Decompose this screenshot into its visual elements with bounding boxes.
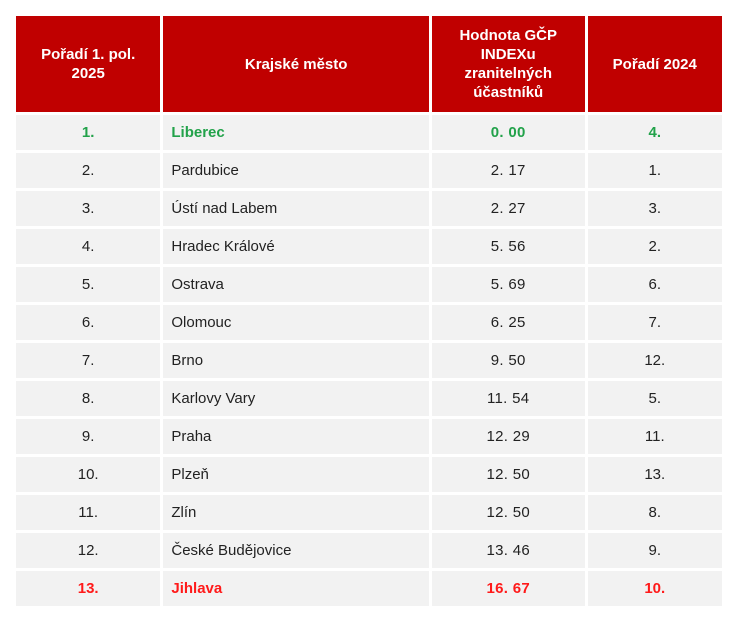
cell-rank-2025: 10. [16,457,161,492]
cell-rank-2024: 10. [587,571,722,606]
cell-rank-2024: 1. [587,153,722,188]
cell-index-value: 5. 56 [431,229,585,264]
cell-index-value: 0. 00 [431,115,585,150]
ranking-table-container: Pořadí 1. pol. 2025 Krajské město Hodnot… [16,16,722,609]
cell-rank-2025: 7. [16,343,161,378]
cell-city: Plzeň [163,457,429,492]
table-row: 4. Hradec Králové 5. 56 2. [16,229,722,264]
cell-index-value: 2. 17 [431,153,585,188]
table-row: 5. Ostrava 5. 69 6. [16,267,722,302]
cell-city: Hradec Králové [163,229,429,264]
cell-rank-2024: 9. [587,533,722,568]
cell-rank-2024: 12. [587,343,722,378]
cell-rank-2024: 5. [587,381,722,416]
header-city: Krajské město [163,16,429,112]
cell-rank-2025: 12. [16,533,161,568]
cell-rank-2025: 9. [16,419,161,454]
table-row: 2. Pardubice 2. 17 1. [16,153,722,188]
cell-city: Praha [163,419,429,454]
cell-rank-2025: 8. [16,381,161,416]
cell-rank-2025: 3. [16,191,161,226]
cell-rank-2024: 2. [587,229,722,264]
cell-index-value: 13. 46 [431,533,585,568]
cell-city: Liberec [163,115,429,150]
cell-index-value: 12. 50 [431,495,585,530]
cell-index-value: 9. 50 [431,343,585,378]
table-row: 12. České Budějovice 13. 46 9. [16,533,722,568]
cell-index-value: 12. 50 [431,457,585,492]
table-row: 8. Karlovy Vary 11. 54 5. [16,381,722,416]
cell-index-value: 2. 27 [431,191,585,226]
cell-city: Zlín [163,495,429,530]
cell-rank-2024: 7. [587,305,722,340]
table-row: 6. Olomouc 6. 25 7. [16,305,722,340]
cell-rank-2025: 4. [16,229,161,264]
table-row: 11. Zlín 12. 50 8. [16,495,722,530]
cell-city: Ostrava [163,267,429,302]
cell-rank-2024: 6. [587,267,722,302]
cell-rank-2025: 11. [16,495,161,530]
cell-rank-2024: 8. [587,495,722,530]
header-rank-2025: Pořadí 1. pol. 2025 [16,16,161,112]
cell-city: Jihlava [163,571,429,606]
cell-index-value: 12. 29 [431,419,585,454]
cell-index-value: 16. 67 [431,571,585,606]
header-rank-2024: Pořadí 2024 [587,16,722,112]
cell-city: Brno [163,343,429,378]
cell-rank-2025: 1. [16,115,161,150]
cell-index-value: 11. 54 [431,381,585,416]
table-row: 9. Praha 12. 29 11. [16,419,722,454]
table-row: 7. Brno 9. 50 12. [16,343,722,378]
cell-city: Ústí nad Labem [163,191,429,226]
cell-city: Karlovy Vary [163,381,429,416]
cell-rank-2024: 3. [587,191,722,226]
table-body: 1. Liberec 0. 00 4. 2. Pardubice 2. 17 1. 3. Ústí… [16,115,722,606]
table-row: 1. Liberec 0. 00 4. [16,115,722,150]
table-row: 13. Jihlava 16. 67 10. [16,571,722,606]
cell-index-value: 5. 69 [431,267,585,302]
cell-index-value: 6. 25 [431,305,585,340]
cell-city: České Budějovice [163,533,429,568]
cell-city: Olomouc [163,305,429,340]
cell-rank-2024: 4. [587,115,722,150]
ranking-table: Pořadí 1. pol. 2025 Krajské město Hodnot… [13,13,725,609]
cell-rank-2024: 13. [587,457,722,492]
cell-city: Pardubice [163,153,429,188]
cell-rank-2024: 11. [587,419,722,454]
table-header-row: Pořadí 1. pol. 2025 Krajské město Hodnot… [16,16,722,112]
cell-rank-2025: 5. [16,267,161,302]
table-row: 10. Plzeň 12. 50 13. [16,457,722,492]
header-index-value: Hodnota GČP INDEXu zranitelných účastník… [431,16,585,112]
table-row: 3. Ústí nad Labem 2. 27 3. [16,191,722,226]
cell-rank-2025: 2. [16,153,161,188]
cell-rank-2025: 6. [16,305,161,340]
cell-rank-2025: 13. [16,571,161,606]
